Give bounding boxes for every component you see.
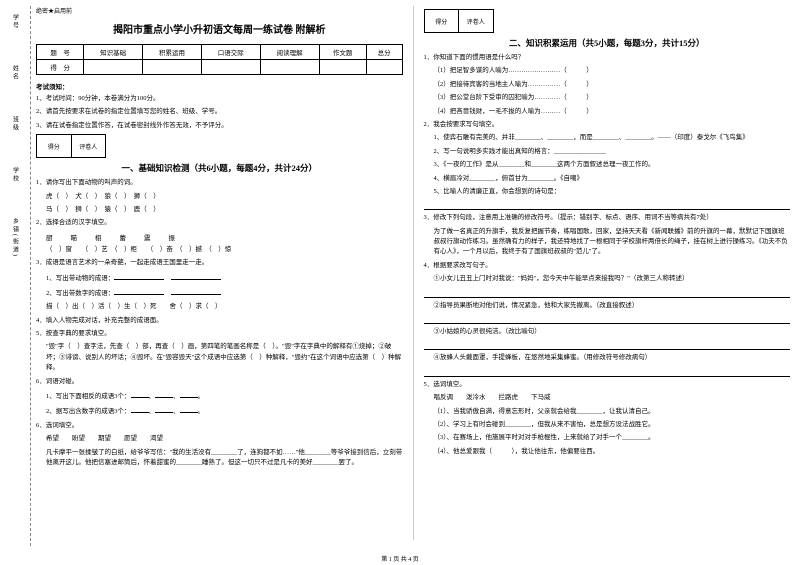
notice-2: 2、请首先按要求在试卷的指定位置填写您的姓名、班级、学号。 xyxy=(36,107,403,117)
s2q2-4: 4、横眉冷对________，俯首甘为________。《自嘲》 xyxy=(424,174,791,184)
notice-1: 1、考试时间：90分钟，本卷满分为100分。 xyxy=(36,94,403,104)
s1q2: 2．选择合适的汉字填空。 xyxy=(36,218,403,228)
s1q3s3: 描（ ）出（ ）活（ ）生（ ）死 舍（ ）求（ ） xyxy=(36,302,403,312)
s1q2-chars: 厨瞄栩蕾震振 xyxy=(36,232,403,242)
s2q5-4: （4）、他总爱跟我（ ），我让他往东，他偏要往西。 xyxy=(424,447,791,457)
s2q4-1: ①小女儿丑丑上门时对我说："妈妈"，您今天中午能早点来接我吗？"（改第三人称转述… xyxy=(424,274,791,284)
s2q4-4: ④放蜂人头戴面罩，手提蜂板，在悠然地采集蜂蜜。（用修改符号修改病句） xyxy=(424,353,791,363)
side-label-4: 学校 xyxy=(11,167,20,183)
s2q3: 3．修改下列句段，注意用上准确的修改符号。（提示：错别字、标点、语序、用词不当等… xyxy=(424,213,791,223)
th-1: 知识基础 xyxy=(84,45,143,60)
s2q1-4: （4）把吝啬钱财，一毛不拔的人喻为………（ ） xyxy=(424,107,791,117)
scorebox-l: 得分 xyxy=(37,135,72,157)
th-2: 积累运用 xyxy=(143,45,202,60)
s1q7-body: 凡卡摩平一张揉皱了的白纸，给爷爷写信："我的生活没有________了，连狗都不… xyxy=(36,448,403,469)
s1q3s1: 1、写出带动物的成语： xyxy=(36,272,403,284)
section2-title: 二、知识积累运用（共5小题，每题3分，共计15分） xyxy=(424,37,791,49)
s1q6: 6．词语对碰。 xyxy=(36,377,403,387)
row2-label: 得 分 xyxy=(37,60,84,75)
s2q2-5: 5、比喻人的清廉正直，你会想到的诗句是： xyxy=(424,187,791,197)
s1q1r2: 马（ ） 狮（ ） 猿（ ） 鹿（ ） xyxy=(36,205,403,215)
th-0: 题 号 xyxy=(37,45,84,60)
s2q1-1: （1）把足智多谋的人喻为……………………（ ） xyxy=(424,66,791,76)
s2q2-1: 1、使弈石雕有完美的、并非________、________，而是_______… xyxy=(424,133,791,143)
right-column: 得分 评卷人 二、知识积累运用（共5小题，每题3分，共计15分） 1．你知道下面… xyxy=(424,6,791,540)
s1q5: 5．按查字典的要求填空。 xyxy=(36,329,403,339)
s2q1: 1．你知道下面的惯用语是什么吗？ xyxy=(424,53,791,63)
s2q4-3: ③小姑娘的心灵很纯洁。（改比喻句） xyxy=(424,327,791,337)
side-label-2: 姓名 xyxy=(11,65,20,81)
s1q1r1: 虎（ ） 犬（ ） 狼（ ） 狮（ ） xyxy=(36,192,403,202)
side-label-1: 学号 xyxy=(11,14,20,30)
s2q2-3: 3、《一夜的工作》是从________和________这两个方面叙述总理一夜工… xyxy=(424,160,791,170)
s2q5-1: （1）、当我骄傲自满，得意忘形时，父亲就会给我________，让我认清自己。 xyxy=(424,407,791,417)
s2q2-2: 2、写一句说明多实践才能出真知的格言：________________ xyxy=(424,147,791,157)
th-3: 口语交际 xyxy=(201,45,260,60)
s1q3s2: 2、写出带数字的成语： xyxy=(36,287,403,299)
answer-line-2 xyxy=(424,288,791,298)
answer-line-3 xyxy=(424,314,791,324)
s1q6s2: 2、据写出含数字的成语3个：、、。 xyxy=(36,405,403,417)
th-5: 作文题 xyxy=(319,45,366,60)
s2q1-3: （3）把公堂台阶下受审的囚犯喻为…………（ ） xyxy=(424,93,791,103)
s2q5: 5．选词填空。 xyxy=(424,380,791,390)
scorebox2-l: 得分 xyxy=(425,10,460,32)
s1q6s1: 1、写出下面相反的成语3个：、、。 xyxy=(36,390,403,402)
s1q7-opts: 希望 盼望 期望 愿望 渴望 xyxy=(36,434,403,444)
th-6: 总分 xyxy=(366,45,402,60)
s2q5-2: （2）、学习上有时会碰到________，但我从来不害怕，总是想方设法战胜它。 xyxy=(424,420,791,430)
s1q4: 4．填入人物完成对话，补充完整的成语面。 xyxy=(36,316,403,326)
score-table: 题 号 知识基础 积累运用 口语交际 阅读理解 作文题 总分 得 分 xyxy=(36,44,403,75)
binding-sidebar: 学号 姓名 班级 学校 乡镇(街道) xyxy=(0,6,30,540)
answer-line-1 xyxy=(424,200,791,210)
paper-title: 揭阳市重点小学小升初语文每周一练试卷 附解析 xyxy=(36,21,403,36)
column-divider xyxy=(413,6,414,540)
secret-label: 绝密★启用前 xyxy=(36,6,403,15)
answer-line-5 xyxy=(424,367,791,377)
side-label-3: 班级 xyxy=(11,116,20,132)
s2q5-3: （3）、在赛场上，他施展平时对对手枪棍性，上来就给了对手一个________。 xyxy=(424,433,791,443)
section1-title: 一、基础知识检测（共6小题，每题4分，共计24分） xyxy=(36,162,403,174)
fold-line xyxy=(30,6,31,546)
scorebox-2: 得分 评卷人 xyxy=(424,9,494,33)
notice-head: 考试须知： xyxy=(36,81,403,91)
scorebox-1: 得分 评卷人 xyxy=(36,134,106,158)
s2q5-opts: 唱反调 泼冷水 拦路虎 下马威 xyxy=(424,393,791,403)
s2q2: 2．我会按要求写句填空。 xyxy=(424,120,791,130)
scorebox2-r: 评卷人 xyxy=(459,10,493,32)
s1q2-line: （ ）窗 （ ）艺 （ ）柜 （ ）奋 （ ）撼 （ ）惊 xyxy=(36,245,403,255)
s1q7: 6．选词填空。 xyxy=(36,421,403,431)
s2q3-body: 为了做一名真正的升旗手，我反复把握节奏，练唱国歌，回家，坚持天天看《新闻联播》前… xyxy=(424,227,791,258)
s2q4: 4．根据要求改写句子。 xyxy=(424,261,791,271)
s1q3: 3．成语是语言艺术的一朵奇葩，一起走成语王国里走一走。 xyxy=(36,258,403,268)
th-4: 阅读理解 xyxy=(260,45,319,60)
s2q4-2: ②指导员果断地对他们说，情况紧急，他和大家先撤离。（改直接叙述） xyxy=(424,301,791,311)
scorebox-r: 评卷人 xyxy=(72,135,106,157)
side-label-5: 乡镇(街道) xyxy=(11,218,20,258)
left-column: 绝密★启用前 揭阳市重点小学小升初语文每周一练试卷 附解析 题 号 知识基础 积… xyxy=(36,6,403,540)
s1q5b: "毁"字（ ）查字法，先查（ ）部，再查（ ）画，第四笔的笔画名称是（ ）。"毁… xyxy=(36,342,403,373)
notice-3: 3、请在试卷指定位置作答，在试卷密封线外作答无效，不予评分。 xyxy=(36,121,403,131)
s1q1: 1．请你写出下面动物的叫声的词。 xyxy=(36,178,403,188)
page-footer: 第 1 页 共 4 页 xyxy=(0,554,800,563)
answer-line-4 xyxy=(424,340,791,350)
s2q1-2: （2）把接待宾客的当地主人喻为……………（ ） xyxy=(424,80,791,90)
